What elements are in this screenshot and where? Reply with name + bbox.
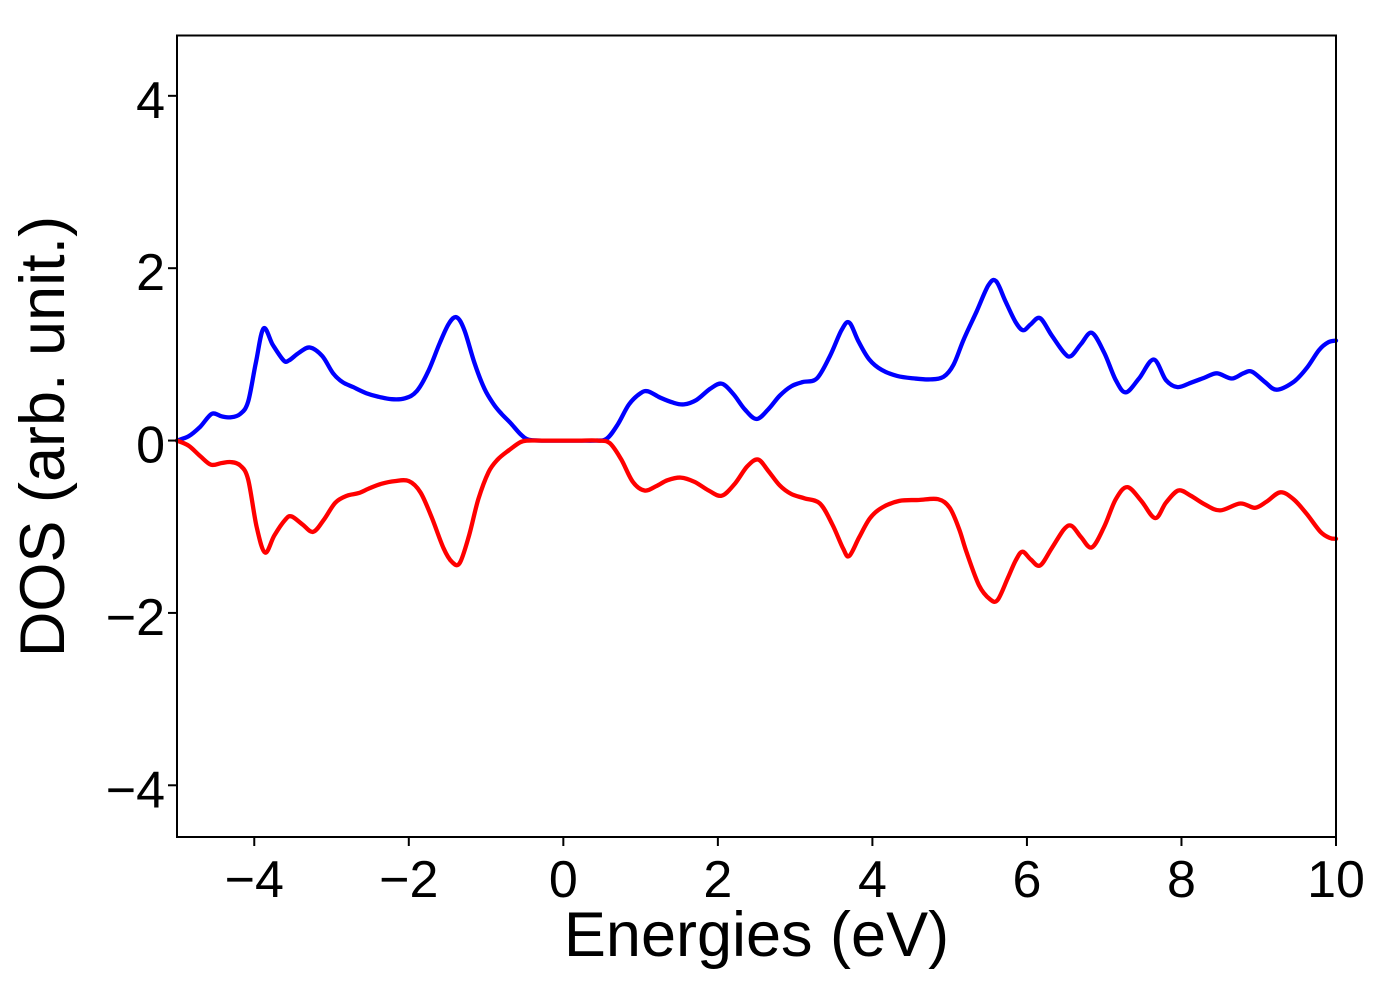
y-tick-label: 4: [136, 72, 165, 130]
x-tick-label: 0: [549, 851, 578, 909]
y-tick-label: 0: [136, 417, 165, 475]
x-tick-label: −4: [225, 851, 284, 909]
y-tick-label: 2: [136, 244, 165, 302]
y-tick-label: −2: [106, 589, 165, 647]
axes: −4 −2 0 2 4 6 8 10 −4 −2 0 2 4: [106, 34, 1365, 909]
x-tick-label: −2: [379, 851, 438, 909]
y-axis-label: DOS (arb. unit.): [8, 216, 78, 657]
y-tick-label: −4: [106, 761, 165, 819]
x-tick-label: 8: [1167, 851, 1196, 909]
spin-up-curve: [174, 277, 1339, 443]
x-tick-label: 6: [1012, 851, 1041, 909]
spin-down-curve: [174, 438, 1339, 605]
x-axis-label: Energies (eV): [564, 900, 949, 970]
x-tick-label: 2: [703, 851, 732, 909]
x-tick-label: 10: [1307, 851, 1365, 909]
axes-spines: [176, 34, 1337, 838]
x-tick-label: 4: [858, 851, 887, 909]
plot-area: [174, 277, 1339, 605]
